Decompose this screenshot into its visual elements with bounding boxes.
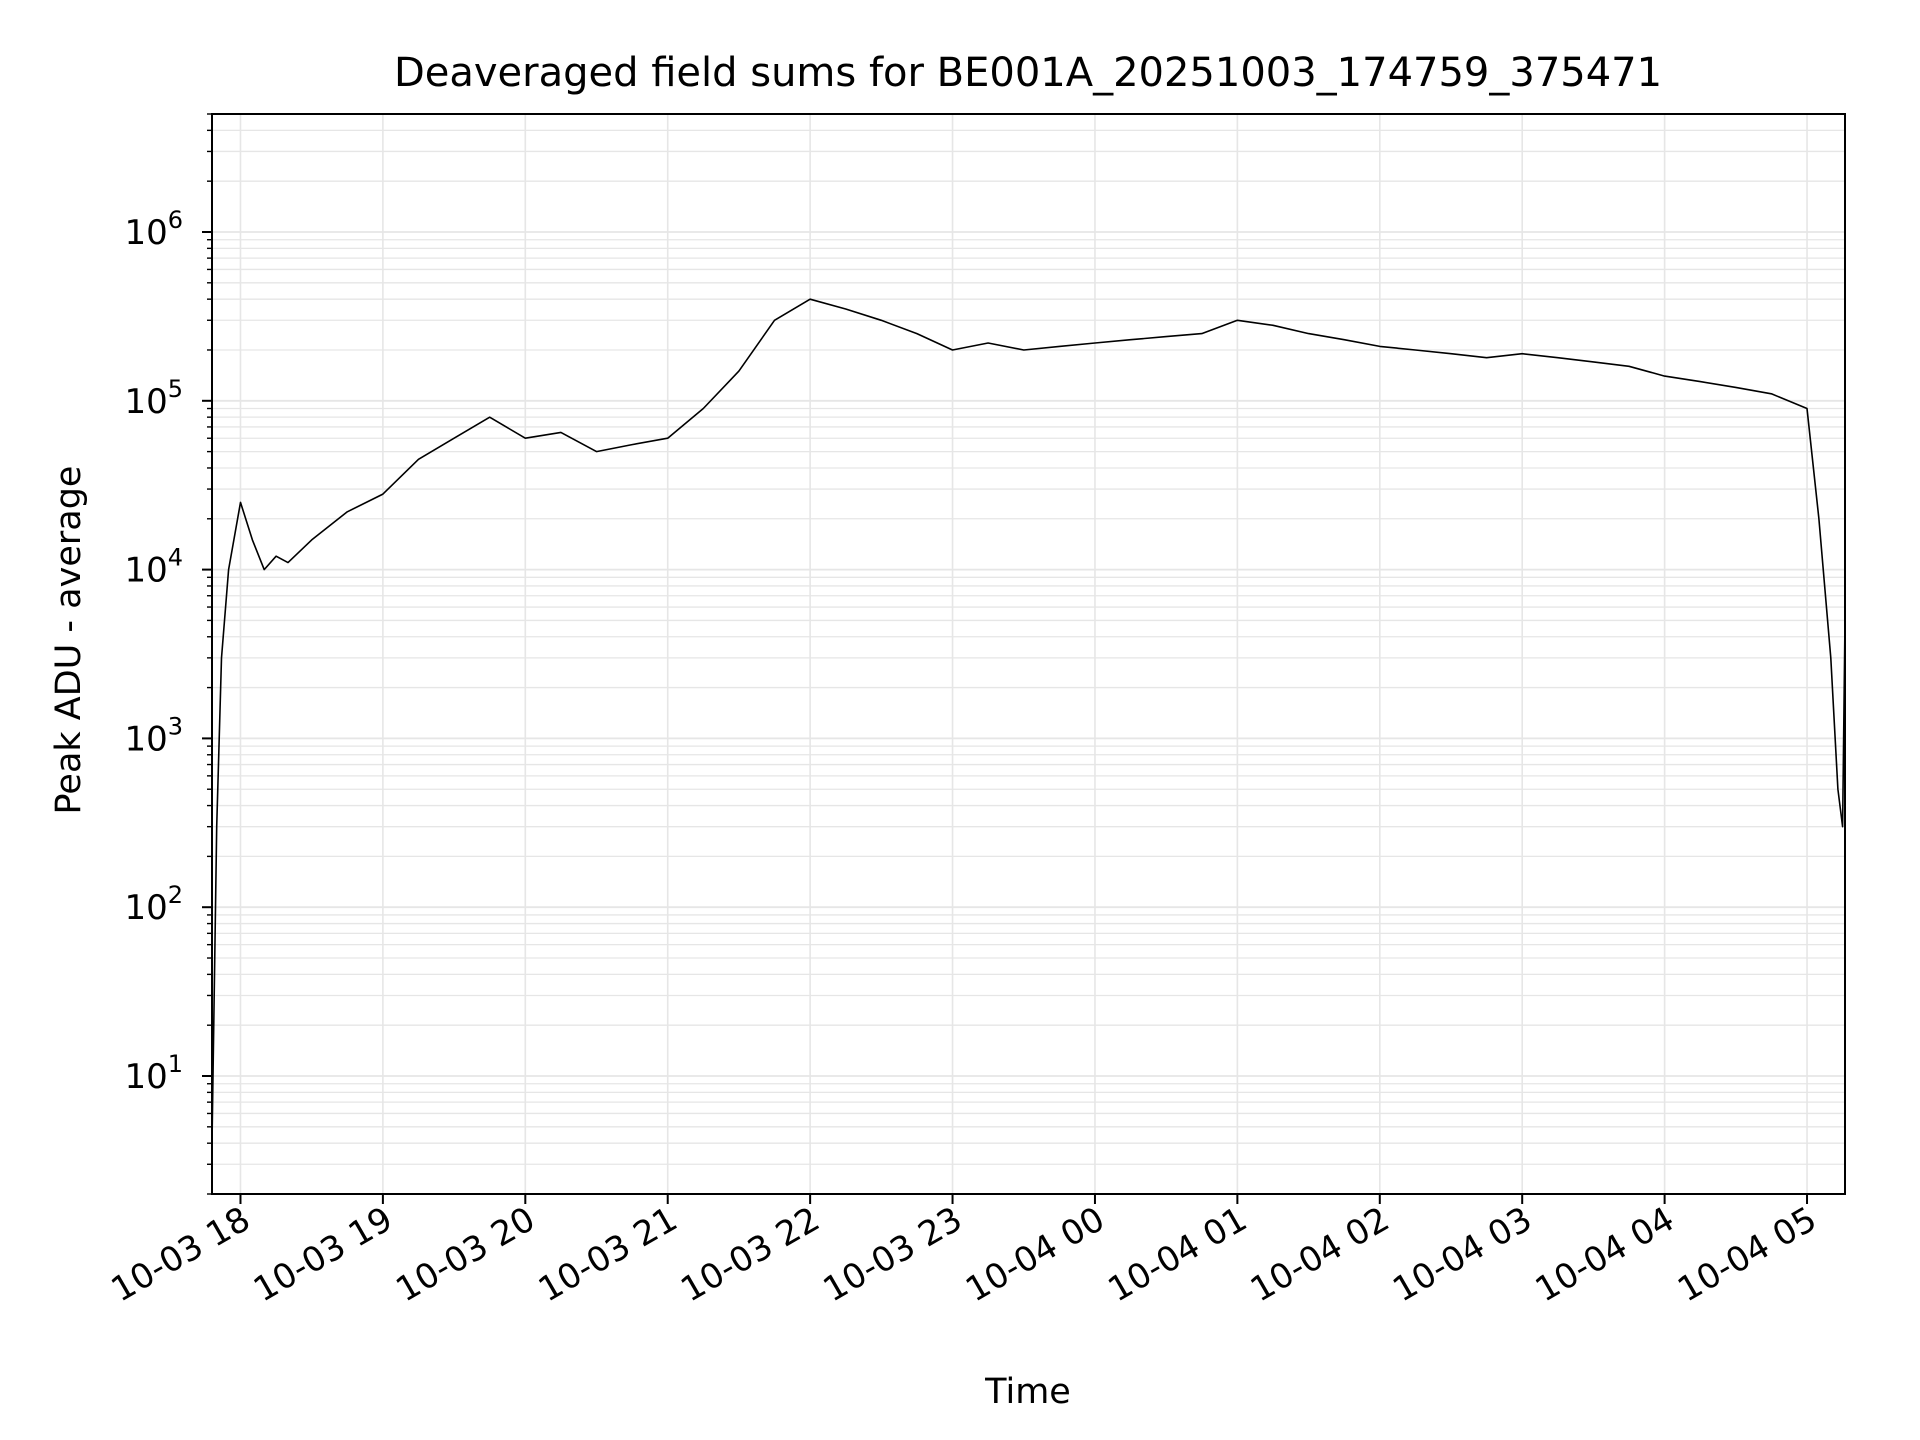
x-tick-label: 10-04 04 (1529, 1199, 1681, 1310)
x-tick-label: 10-03 20 (389, 1199, 541, 1310)
x-tick-label: 10-03 19 (247, 1199, 399, 1310)
y-tick-label: 104 (124, 544, 183, 591)
x-tick-label: 10-04 01 (1101, 1199, 1253, 1310)
x-tick-label: 10-04 00 (959, 1199, 1111, 1310)
series-layer (211, 298, 1846, 1144)
x-tick-label: 10-03 23 (817, 1199, 969, 1310)
x-tick-label: 10-03 22 (674, 1199, 826, 1310)
chart-title: Deaveraged field sums for BE001A_2025100… (394, 50, 1662, 96)
x-tick-label: 10-04 02 (1244, 1199, 1396, 1310)
y-tick-label: 106 (124, 206, 183, 253)
x-tick-label: 10-04 05 (1671, 1199, 1823, 1310)
y-tick-label: 102 (124, 881, 183, 928)
y-axis-label: Peak ADU - average (49, 466, 89, 815)
x-tick-label: 10-03 21 (532, 1199, 684, 1310)
x-tick-label: 10-03 18 (105, 1199, 257, 1310)
x-axis-label: Time (984, 1372, 1071, 1412)
y-tick-label: 103 (124, 712, 183, 759)
y-tick-label: 101 (124, 1050, 183, 1097)
series-line (211, 298, 1846, 1144)
grid-layer (212, 113, 1845, 1195)
plot-frame (211, 113, 1846, 1195)
x-tick-label: 10-04 03 (1386, 1199, 1538, 1310)
y-tick-label: 105 (124, 375, 183, 422)
